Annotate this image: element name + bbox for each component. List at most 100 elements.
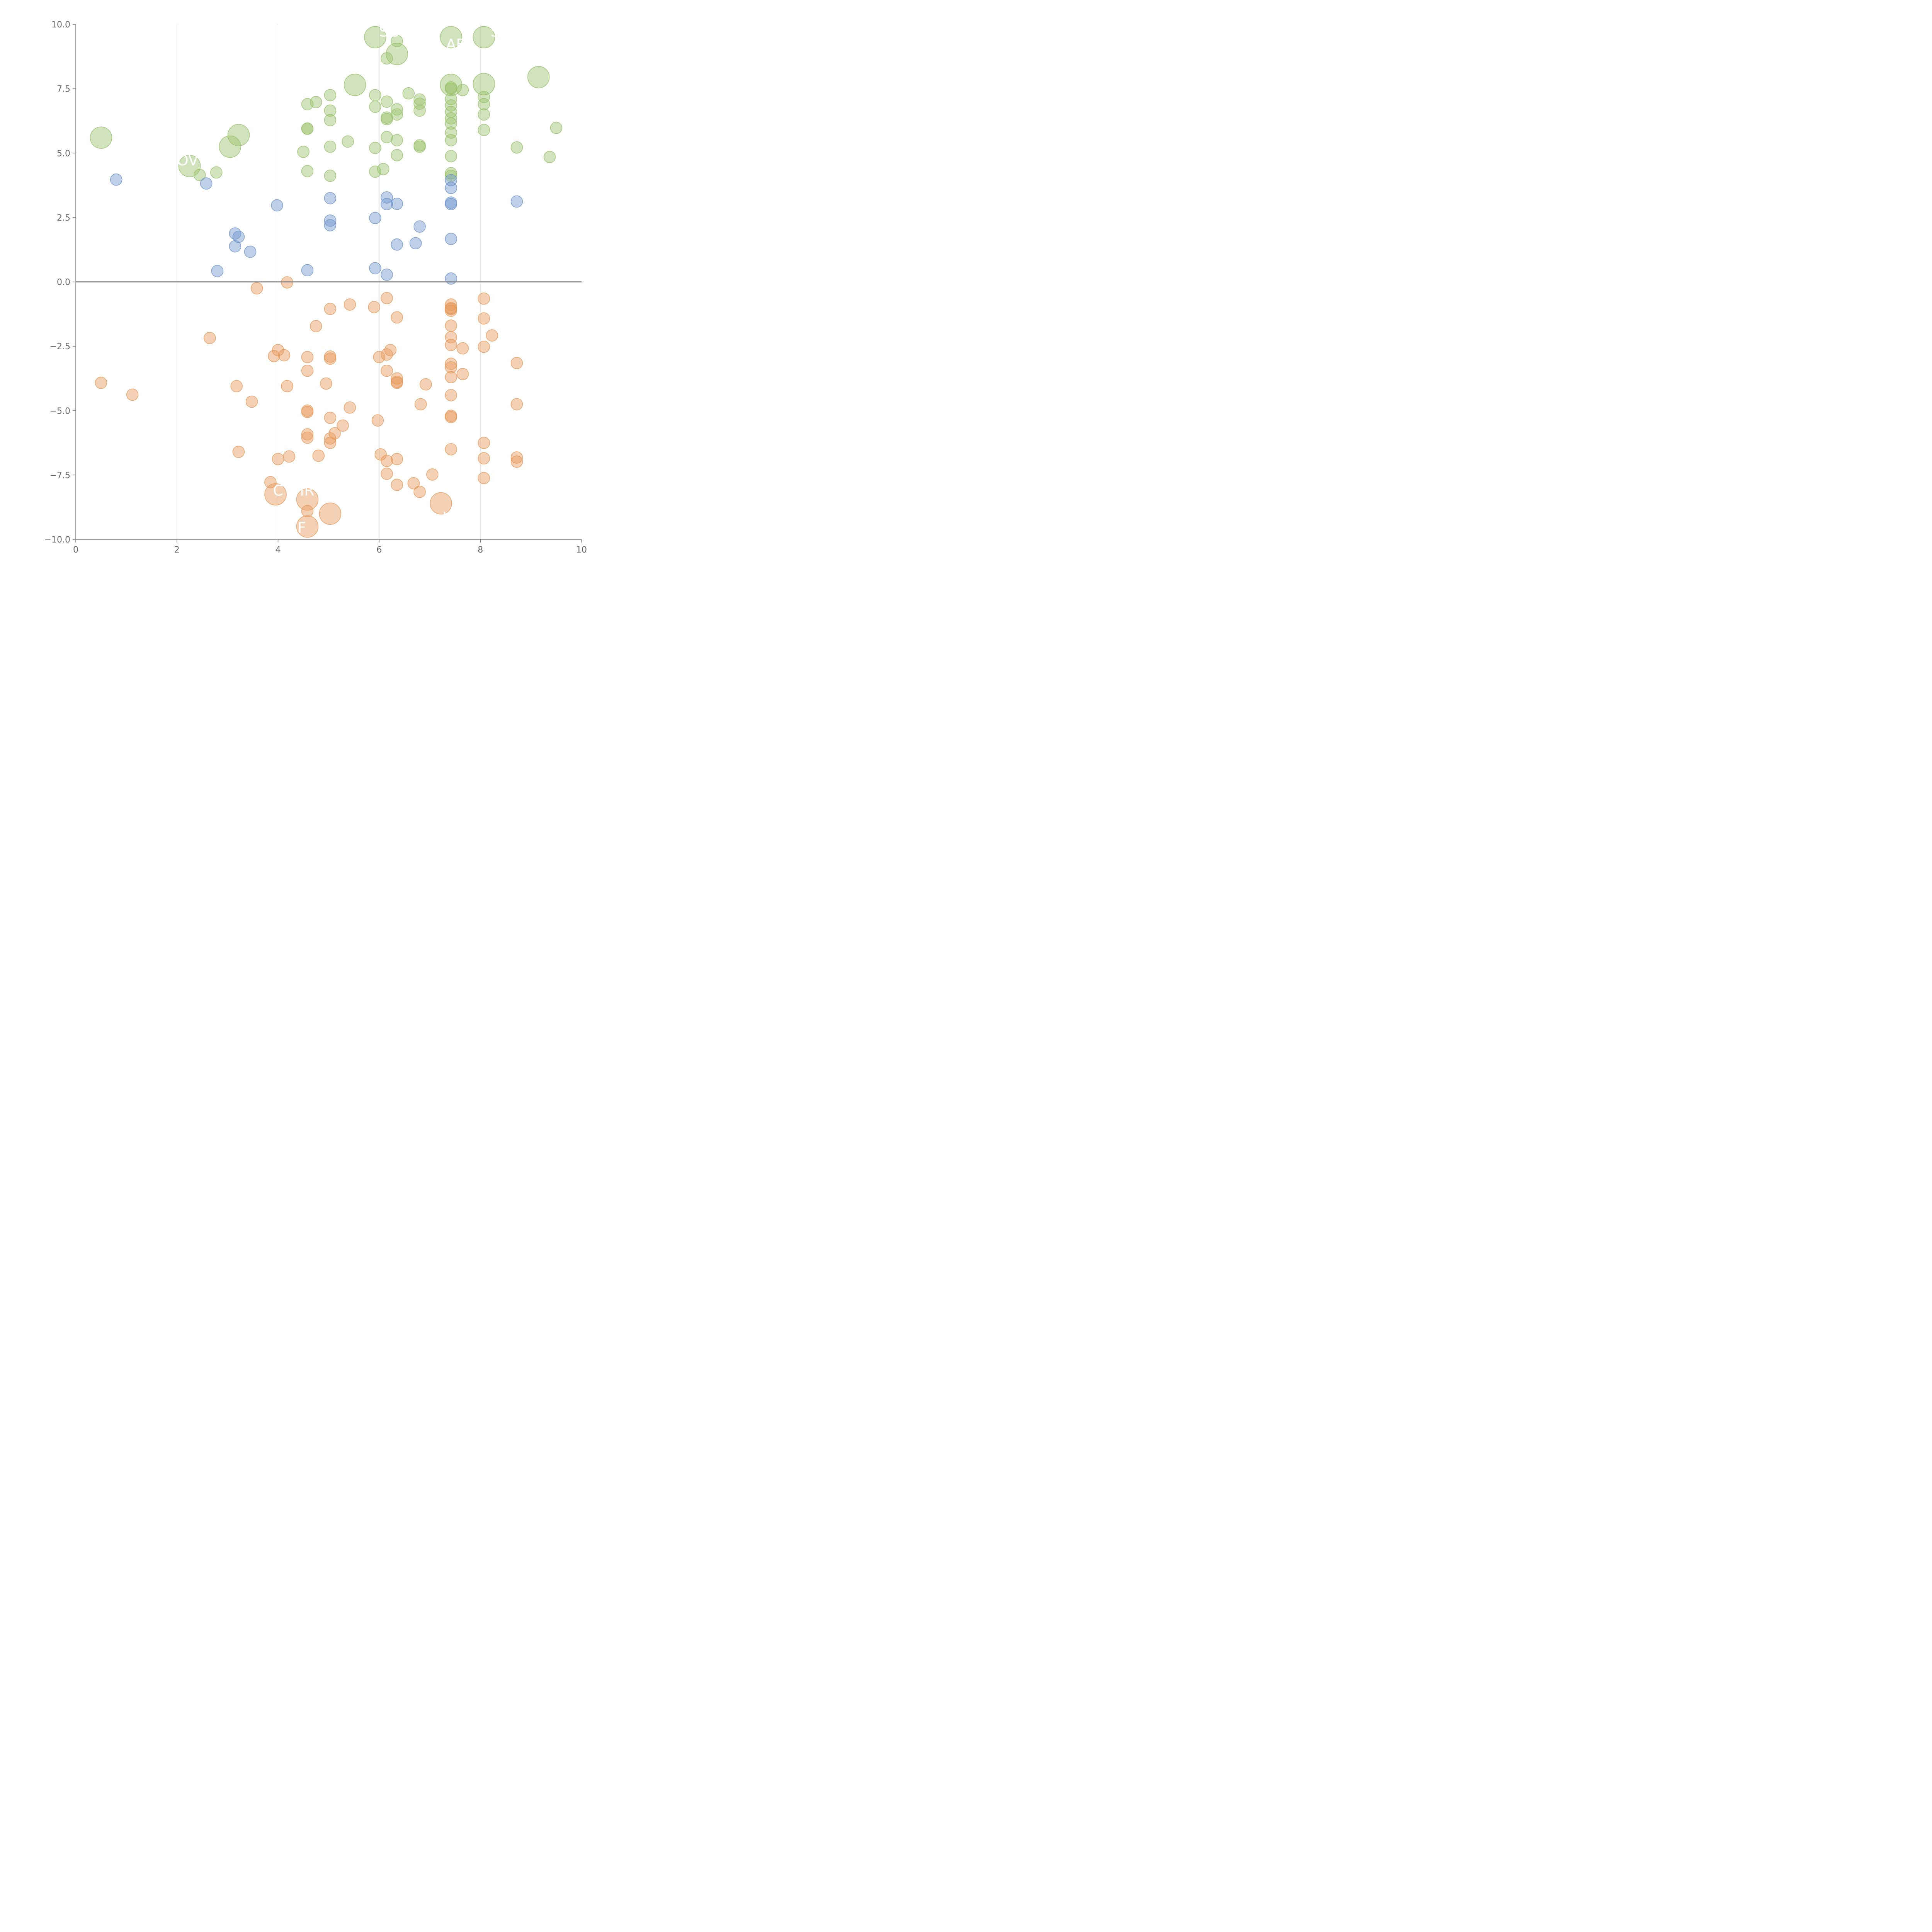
data-point-orange [281,276,293,289]
data-point-green [478,98,490,111]
y-tick-label: 5.0 [57,149,70,158]
data-point-green [310,96,322,109]
data-point-orange [324,432,337,445]
data-point-orange [296,515,319,538]
data-point-orange [384,344,396,356]
data-point-blue [445,272,457,285]
data-point-orange [312,449,325,462]
x-tick-label: 0 [73,545,78,555]
data-point-orange [478,340,490,353]
data-point-green [413,140,426,153]
data-point-orange [381,292,393,304]
data-point-green [445,112,457,125]
data-point-blue [369,212,381,224]
data-point-green [478,108,490,121]
data-point-orange [319,502,342,525]
data-point-green [391,103,403,116]
data-point-blue [409,237,422,250]
data-point-orange [414,398,427,410]
data-point-orange [445,389,457,401]
data-point-orange [301,505,314,517]
point-label: OV [177,152,198,169]
data-point-green [550,122,563,134]
data-point-blue [391,197,403,210]
data-point-orange [381,468,393,480]
data-point-green [478,124,490,136]
point-label: C [273,482,284,499]
point-label: IF [293,519,306,536]
y-tick-label: 10.0 [51,20,70,30]
y-tick-label: −2.5 [50,342,70,352]
data-point-blue [445,182,457,194]
data-point-blue [110,173,122,186]
data-point-green [445,134,457,146]
data-point-orange [272,344,284,356]
data-point-green [210,166,223,179]
data-point-blue [232,231,245,243]
data-point-green [193,169,206,181]
data-point-blue [229,227,242,240]
point-label: AF [446,36,464,53]
data-point-orange [510,357,523,369]
data-point-orange [478,452,490,464]
data-point-green [543,151,556,163]
data-point-blue [445,233,457,245]
data-point-orange [413,485,426,498]
data-point-green [445,93,457,105]
data-point-green [377,163,389,175]
data-point-blue [381,191,393,204]
data-point-orange [344,401,356,414]
data-point-orange [391,372,403,385]
data-point-orange [445,320,457,332]
data-point-green [90,126,112,149]
data-point-orange [328,427,341,440]
data-point-orange [264,476,277,488]
data-point-orange [426,468,439,481]
data-point-orange [301,428,314,440]
x-ticks: 0 2 4 6 8 10 [73,539,587,555]
data-point-green [386,43,408,65]
data-point-blue [381,198,393,210]
data-point-orange [278,349,291,362]
x-tick-label: 6 [376,545,382,555]
data-point-orange [486,329,498,342]
data-point-green [324,89,337,102]
data-point-orange [301,351,314,363]
data-point-green [445,117,457,130]
data-point-orange [368,301,381,313]
data-point-green [369,142,381,154]
data-point-blue [211,265,224,277]
data-point-green [297,146,310,158]
y-tick-label: −5.0 [50,406,70,416]
data-point-blue [324,192,337,204]
data-point-green [402,87,415,100]
data-point-orange [337,419,349,432]
data-point-orange [445,361,457,374]
data-point-blue [244,245,257,258]
data-point-orange [381,364,393,377]
y-tick-label: 0.0 [57,278,70,287]
data-point-green [440,26,463,49]
data-point-orange [344,298,356,311]
data-point-orange [407,477,420,490]
data-point-green [364,26,386,49]
data-point-green [445,82,457,95]
data-point-orange [324,352,337,365]
scatter-chart: 0 2 4 6 8 10 −10.0 −7.5 −5.0 −2.5 0.0 2.5 5.0 7.5 10.… [44,20,587,555]
data-point-orange [264,483,287,506]
data-point-orange [320,378,332,390]
data-point-green [369,89,381,102]
point-label: S [490,23,500,40]
data-point-orange [381,454,393,467]
data-point-orange [310,320,322,332]
data-point-orange [126,388,139,401]
data-point-blue [200,177,213,190]
x-tick-label: 10 [576,545,587,555]
data-point-orange [456,342,469,355]
data-point-orange [445,443,457,456]
data-point-green [413,104,426,117]
data-point-orange [268,350,280,362]
data-point-green [445,167,457,179]
data-point-orange [324,412,337,424]
data-point-orange [296,488,319,511]
